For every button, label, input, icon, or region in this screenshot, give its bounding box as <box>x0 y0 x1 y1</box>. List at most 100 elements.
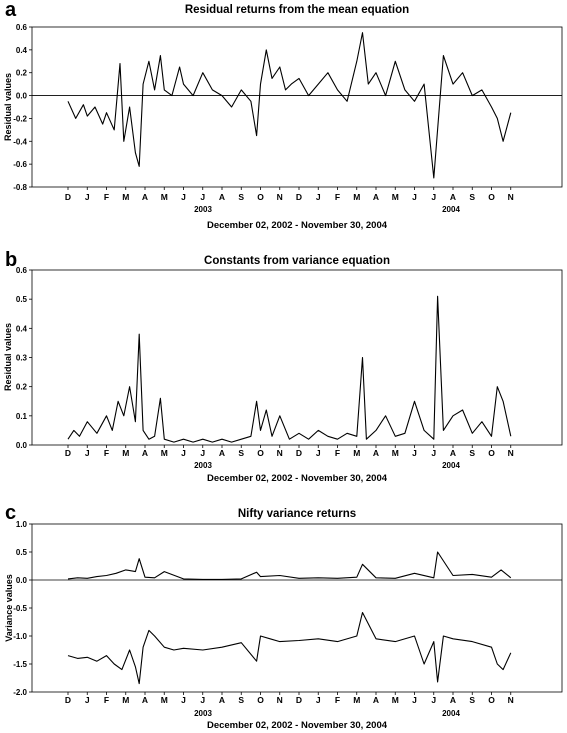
x-tick-label: J <box>431 192 436 202</box>
chart-panel-1: b Constants from variance equation 0.0 0.1 0… <box>3 249 563 484</box>
x-tick-label: J <box>200 192 205 202</box>
panel-letter: b <box>5 249 17 271</box>
x-tick-label: A <box>450 695 456 705</box>
x-tick-label: S <box>469 192 475 202</box>
x-tick-label: J <box>85 695 90 705</box>
x-tick-label: N <box>277 695 283 705</box>
x-tick-label: M <box>392 695 399 705</box>
x-tick-label: J <box>181 192 186 202</box>
x-tick-label: J <box>412 448 417 458</box>
x-tick-label: N <box>277 448 283 458</box>
x-tick-label: D <box>296 192 302 202</box>
x-tick-label: D <box>65 695 71 705</box>
x-tick-label: M <box>392 448 399 458</box>
x-tick-label: J <box>431 448 436 458</box>
year-label: 2003 <box>194 709 212 718</box>
chart-title: Constants from variance equation <box>204 255 390 267</box>
x-tick-label: A <box>373 695 379 705</box>
x-tick-label: F <box>335 448 340 458</box>
x-tick-label: M <box>161 448 168 458</box>
y-axis-label: Residual values <box>3 73 13 141</box>
y-axis-label: Variance values <box>4 574 14 642</box>
x-tick-label: A <box>450 448 456 458</box>
x-tick-label: J <box>316 695 321 705</box>
x-tick-label: A <box>142 695 148 705</box>
x-tick-label: M <box>392 192 399 202</box>
series-line-0 <box>67 295 512 443</box>
x-tick-label: D <box>296 448 302 458</box>
x-tick-label: A <box>373 448 379 458</box>
x-tick-label: S <box>238 448 244 458</box>
x-tick-label: A <box>219 695 225 705</box>
x-axis-label: December 02, 2002 - November 30, 2004 <box>207 720 388 731</box>
x-tick-label: F <box>104 192 109 202</box>
x-tick-label: F <box>335 695 340 705</box>
x-tick-label: O <box>488 695 495 705</box>
chart-title: Residual returns from the mean equation <box>185 4 409 16</box>
y-tick-label: 0.5 <box>16 548 28 557</box>
y-tick-label: 0.3 <box>16 354 28 363</box>
y-tick-label: 0.0 <box>16 576 28 585</box>
x-axis-label: December 02, 2002 - November 30, 2004 <box>207 473 388 484</box>
plot-frame <box>31 523 563 693</box>
x-tick-label: O <box>488 192 495 202</box>
x-tick-label: J <box>181 448 186 458</box>
x-tick-label: M <box>122 695 129 705</box>
x-tick-label: O <box>257 695 264 705</box>
x-tick-label: O <box>257 192 264 202</box>
x-tick-label: M <box>161 695 168 705</box>
x-tick-label: J <box>200 448 205 458</box>
series-line-0 <box>67 32 512 179</box>
panel-letter: c <box>5 502 16 524</box>
x-tick-label: A <box>219 192 225 202</box>
year-label: 2004 <box>442 461 460 470</box>
y-tick-label: 0.2 <box>16 383 28 392</box>
x-tick-label: J <box>412 695 417 705</box>
x-tick-label: A <box>142 192 148 202</box>
x-tick-label: M <box>353 192 360 202</box>
x-tick-label: O <box>488 448 495 458</box>
x-tick-label: J <box>200 695 205 705</box>
x-tick-label: D <box>65 192 71 202</box>
x-tick-label: D <box>65 448 71 458</box>
chart-panel-2: c Nifty variance returns -2.0 -1.5 -1.0 -0.5 0… <box>4 502 563 731</box>
x-tick-label: A <box>219 448 225 458</box>
y-tick-label: -0.4 <box>13 137 27 146</box>
x-tick-label: M <box>353 695 360 705</box>
panel-letter: a <box>5 0 17 21</box>
y-tick-label: -0.8 <box>13 183 27 192</box>
y-tick-label: -1.0 <box>13 632 27 641</box>
x-tick-label: A <box>142 448 148 458</box>
y-tick-label: 0.1 <box>16 412 28 421</box>
y-tick-label: 0.2 <box>16 69 28 78</box>
y-tick-label: 0.6 <box>16 266 28 275</box>
x-tick-label: M <box>353 448 360 458</box>
x-tick-label: S <box>238 192 244 202</box>
y-tick-label: 0.6 <box>16 23 28 32</box>
y-axis-label: Residual values <box>3 323 13 391</box>
x-tick-label: A <box>450 192 456 202</box>
x-tick-label: S <box>469 448 475 458</box>
y-tick-label: -0.5 <box>13 604 27 613</box>
x-tick-label: F <box>335 192 340 202</box>
x-tick-label: A <box>373 192 379 202</box>
y-tick-label: -0.6 <box>13 160 27 169</box>
x-tick-label: M <box>122 448 129 458</box>
year-label: 2004 <box>442 205 460 214</box>
x-tick-label: F <box>104 448 109 458</box>
y-tick-label: 0.0 <box>16 92 28 101</box>
x-tick-label: D <box>296 695 302 705</box>
x-tick-label: N <box>508 192 514 202</box>
x-tick-label: M <box>122 192 129 202</box>
y-tick-label: -1.5 <box>13 660 27 669</box>
x-tick-label: S <box>469 695 475 705</box>
chart-panel-0: a Residual returns from the mean equation… <box>3 0 563 231</box>
x-tick-label: J <box>412 192 417 202</box>
chart-title: Nifty variance returns <box>238 508 356 520</box>
series-line-1 <box>67 611 512 685</box>
y-tick-label: 0.0 <box>16 441 28 450</box>
x-tick-label: J <box>316 192 321 202</box>
x-tick-label: N <box>277 192 283 202</box>
x-tick-label: S <box>238 695 244 705</box>
